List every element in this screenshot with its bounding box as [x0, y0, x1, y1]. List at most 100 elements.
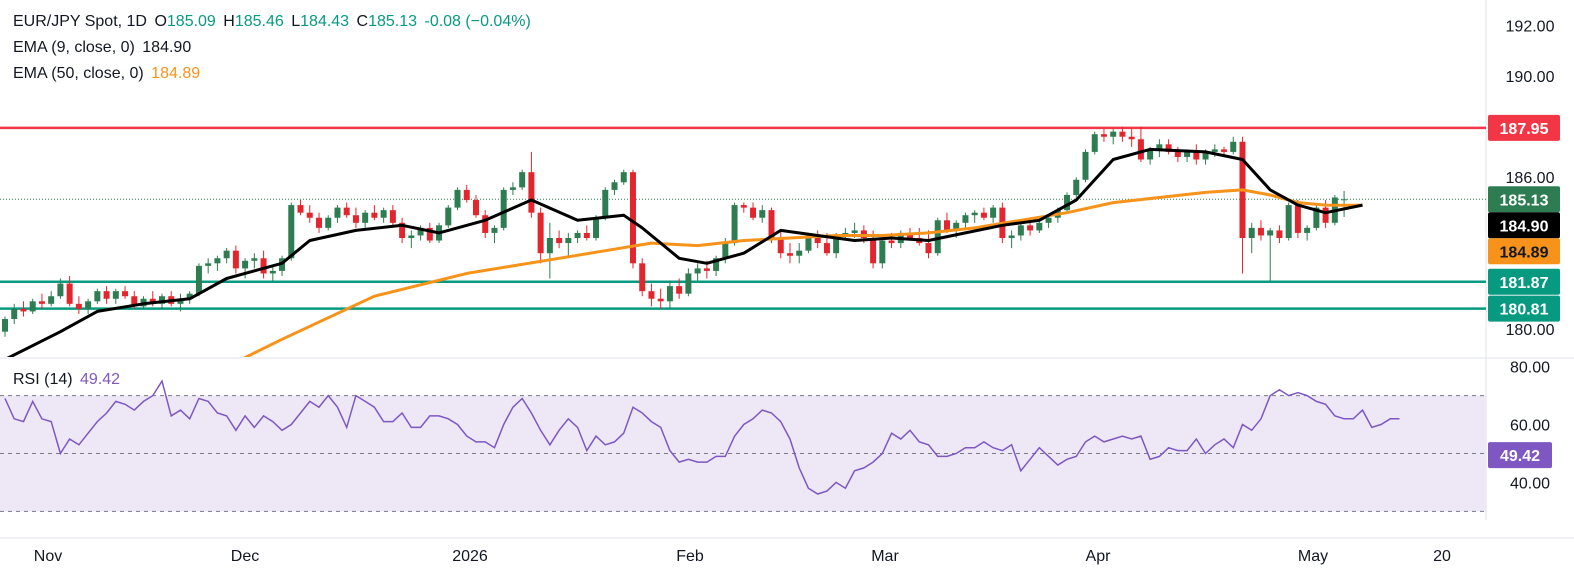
- candle: [11, 303, 18, 325]
- low-label: L: [291, 13, 301, 30]
- candle-body: [1248, 227, 1255, 238]
- candle-body: [851, 230, 858, 233]
- open-value: 185.09: [166, 13, 216, 30]
- candle-body: [925, 243, 932, 254]
- candle-body: [694, 268, 701, 274]
- candle-body: [943, 220, 950, 231]
- resistance-tag: 187.95: [1488, 114, 1560, 141]
- candle-body: [1091, 134, 1098, 152]
- candle-body: [620, 172, 627, 183]
- candle: [371, 205, 378, 221]
- candle: [500, 187, 507, 231]
- candle: [620, 169, 627, 185]
- candle: [389, 205, 396, 228]
- candle-body: [934, 220, 941, 254]
- candle: [242, 258, 249, 279]
- candle-body: [703, 268, 710, 271]
- candle-body: [519, 172, 526, 188]
- candle-body: [1036, 222, 1043, 231]
- candle: [879, 238, 886, 269]
- candle-body: [666, 286, 673, 302]
- ema50-tag-text: 184.89: [1500, 244, 1549, 261]
- price-tick-label: 180.00: [1506, 322, 1555, 339]
- candle: [20, 301, 27, 317]
- candle-body: [971, 212, 978, 216]
- candle-body: [602, 189, 609, 218]
- candle-body: [657, 298, 664, 302]
- candle-body: [103, 291, 110, 299]
- candle: [657, 288, 664, 309]
- candle-body: [94, 291, 101, 302]
- candle-body: [426, 227, 433, 241]
- candle: [29, 298, 36, 314]
- candle-body: [380, 210, 387, 218]
- candle: [195, 263, 202, 297]
- candle-body: [676, 286, 683, 294]
- candle-body: [195, 265, 202, 294]
- candle-body: [491, 227, 498, 233]
- time-tick-label: Mar: [871, 548, 899, 565]
- candle: [399, 217, 406, 244]
- candle-body: [408, 235, 415, 238]
- candle-body: [556, 238, 563, 244]
- candle: [583, 225, 590, 241]
- candle: [629, 169, 636, 269]
- candle-body: [1137, 139, 1144, 160]
- candle-body: [122, 291, 129, 297]
- ema9-value: 184.90: [142, 39, 192, 56]
- candle: [971, 210, 978, 223]
- change-value: -0.08 (−0.04%): [424, 13, 531, 30]
- candle: [223, 248, 230, 264]
- time-tick-label: Apr: [1086, 548, 1112, 565]
- candle: [260, 250, 267, 279]
- candle-body: [537, 212, 544, 254]
- candle: [334, 205, 341, 223]
- candle-body: [1110, 131, 1117, 137]
- ema50-line: [242, 188, 1363, 357]
- candle: [1156, 139, 1163, 157]
- candle-body: [1017, 225, 1024, 236]
- candle: [556, 230, 563, 249]
- candle-body: [685, 273, 692, 294]
- candle-body: [814, 238, 821, 244]
- candle: [814, 230, 821, 249]
- candle-body: [232, 250, 239, 269]
- candle: [1064, 192, 1071, 213]
- close-value: 185.13: [368, 13, 418, 30]
- rsi-tag-bg: [1488, 442, 1552, 469]
- candle: [962, 212, 969, 228]
- rsi-tick-label: 80.00: [1510, 360, 1550, 377]
- candle: [1073, 177, 1080, 198]
- candle: [694, 263, 701, 282]
- candle: [2, 316, 8, 337]
- candle-body: [269, 270, 276, 274]
- candle-body: [611, 182, 618, 190]
- candle-body: [639, 263, 646, 292]
- candle-body: [131, 296, 138, 307]
- candle: [408, 230, 415, 249]
- candle-body: [750, 207, 757, 218]
- candle-body: [759, 210, 766, 218]
- candle: [1285, 202, 1292, 241]
- candles-layer: [2, 126, 1348, 337]
- candle-body: [158, 296, 165, 304]
- support2-tag-text: 180.81: [1500, 302, 1549, 319]
- candle-body: [796, 250, 803, 256]
- candle-body: [297, 205, 304, 213]
- candle: [676, 278, 683, 299]
- rsi-panel: [0, 379, 1486, 512]
- rsi-tick-label: 40.00: [1510, 475, 1550, 492]
- candle-body: [1100, 134, 1107, 137]
- support1-tag: 181.87: [1488, 268, 1560, 295]
- time-tick-label: Nov: [34, 548, 62, 565]
- candle-body: [352, 215, 359, 223]
- high-label: H: [223, 13, 235, 30]
- candle: [306, 205, 313, 223]
- candle: [1091, 131, 1098, 155]
- open-label: O: [154, 13, 167, 30]
- candle-body: [1119, 131, 1126, 137]
- candle-body: [1313, 207, 1320, 228]
- ema9-legend: EMA (9, close, 0) 184.90: [13, 39, 194, 57]
- candle-body: [445, 207, 452, 226]
